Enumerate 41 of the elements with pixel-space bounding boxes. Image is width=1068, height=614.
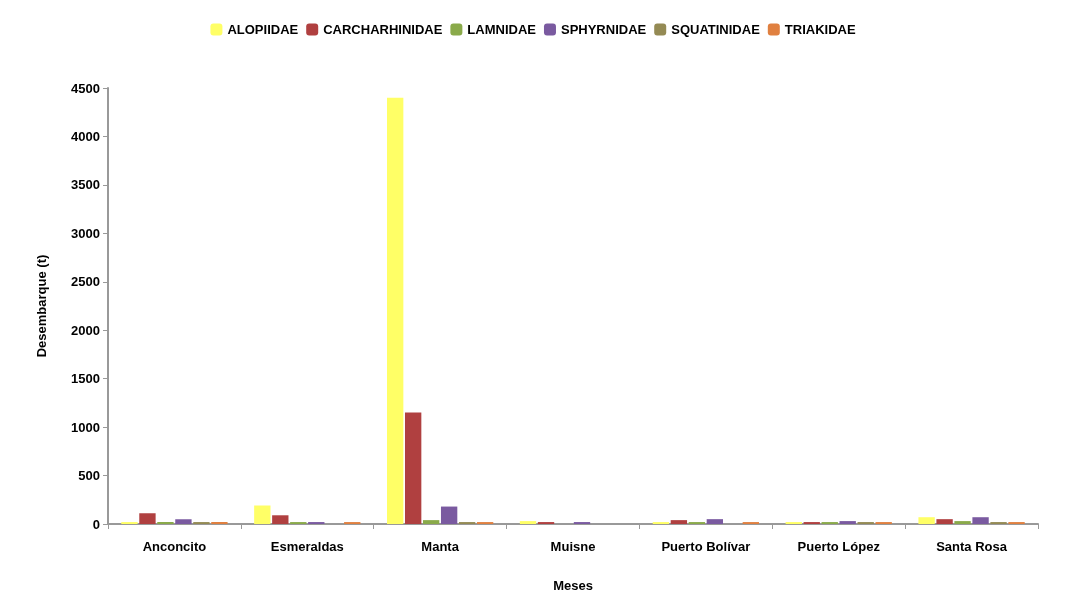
bar — [272, 515, 289, 524]
y-tick-label: 2500 — [71, 274, 100, 290]
bar — [387, 97, 404, 524]
bar — [706, 519, 724, 524]
x-tick-label: Muisne — [550, 539, 596, 554]
x-tick-label: Anconcito — [142, 539, 207, 554]
x-tick-label: Puerto López — [797, 539, 881, 554]
bar — [404, 412, 422, 524]
bar — [972, 517, 989, 524]
x-tick-label: Puerto Bolívar — [661, 539, 751, 554]
y-tick-label: 500 — [78, 468, 100, 484]
bar — [670, 520, 688, 524]
bar — [139, 513, 156, 524]
legend-label: CARCHARHINIDAE — [323, 22, 443, 37]
y-tick-label: 4500 — [71, 80, 100, 96]
legend-label: ALOPIIDAE — [227, 22, 299, 37]
y-tick-label: 4000 — [71, 128, 100, 144]
bar — [175, 519, 192, 524]
y-axis-title: Desembarque (t) — [34, 254, 49, 358]
bar — [519, 521, 537, 524]
bar — [936, 519, 953, 524]
legend-label: SQUATINIDAE — [671, 22, 761, 37]
bar — [839, 521, 856, 524]
bar — [954, 521, 971, 524]
bar — [422, 520, 440, 524]
x-tick-label: Santa Rosa — [936, 539, 1008, 554]
y-tick-label: 1500 — [71, 371, 100, 387]
y-tick-label: 2000 — [71, 322, 100, 338]
legend-label: SPHYRNIDAE — [560, 22, 647, 37]
bar — [918, 517, 935, 524]
bar — [440, 506, 458, 524]
y-tick-label: 0 — [92, 516, 100, 532]
bar — [254, 505, 271, 524]
y-tick-label: 3000 — [71, 225, 100, 241]
legend-label: LAMNIDAE — [467, 22, 537, 37]
y-tick-label: 3500 — [71, 177, 100, 193]
x-tick-label: Manta — [421, 539, 460, 554]
x-axis-title: Meses — [553, 578, 593, 593]
y-tick-label: 1000 — [71, 419, 100, 435]
legend-label: TRIAKIDAE — [784, 22, 856, 37]
x-tick-label: Esmeraldas — [270, 539, 344, 554]
